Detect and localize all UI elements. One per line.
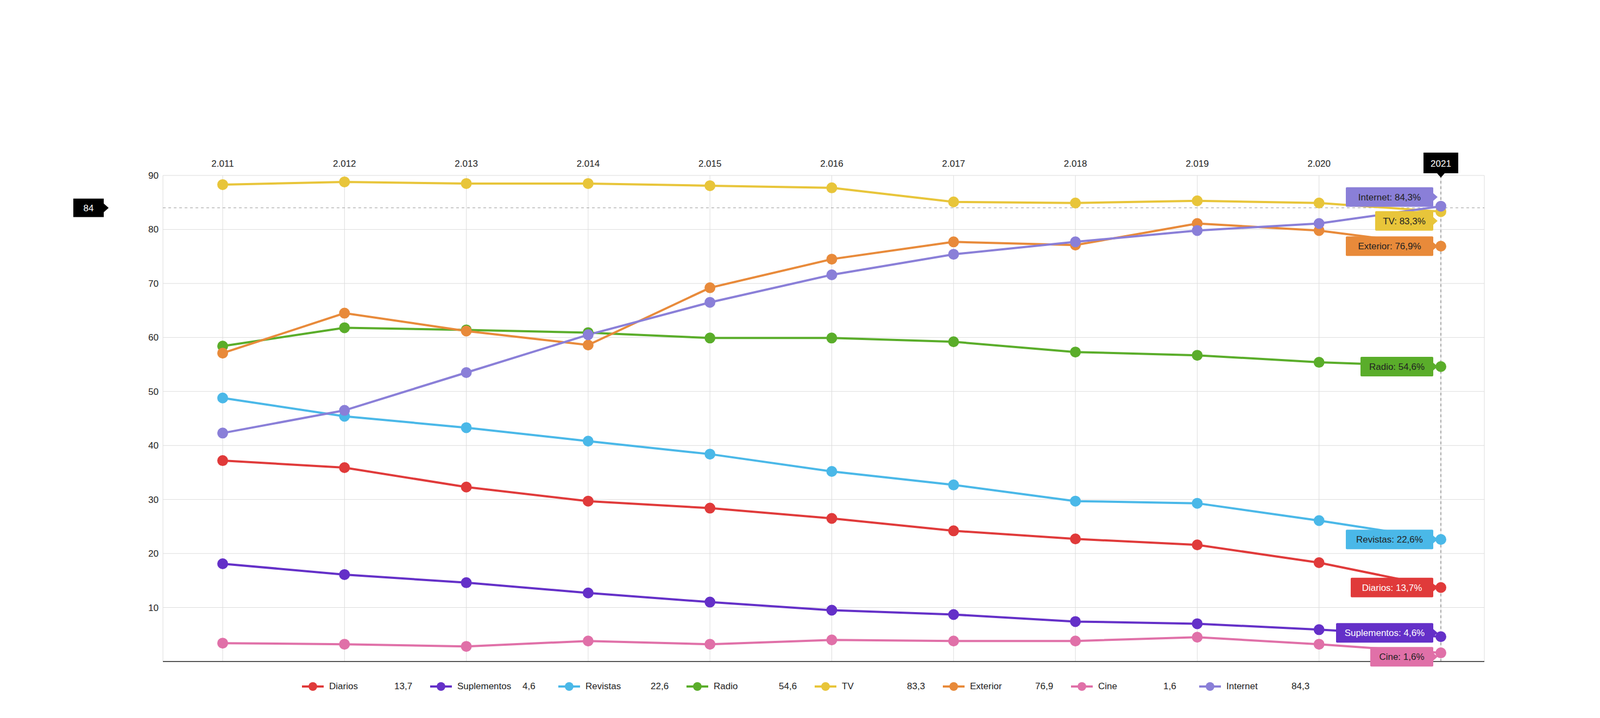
html-text:84,3: 84,3 xyxy=(1291,681,1310,692)
svg-text:2.011: 2.011 xyxy=(211,158,234,169)
svg-text:Suplementos: 4,6%: Suplementos: 4,6% xyxy=(1344,627,1425,639)
svg-text:50: 50 xyxy=(148,386,159,398)
svg-text:Revistas: 22,6%: Revistas: 22,6% xyxy=(1356,534,1423,545)
svg-text:Exterior: 76,9%: Exterior: 76,9% xyxy=(1357,241,1421,252)
html-text:83,3: 83,3 xyxy=(906,681,925,692)
svg-text:2.019: 2.019 xyxy=(1185,158,1209,169)
svg-text:2.016: 2.016 xyxy=(820,158,844,169)
html-text:Suplementos: Suplementos xyxy=(457,681,512,692)
svg-text:70: 70 xyxy=(148,278,159,289)
html-text:22,6: 22,6 xyxy=(650,681,669,692)
svg-text:2.014: 2.014 xyxy=(576,158,601,169)
html-text:Exterior: Exterior xyxy=(969,681,1002,692)
html-text:4,6: 4,6 xyxy=(522,681,536,692)
html-text:Cine: Cine xyxy=(1098,681,1118,692)
html-text:13,7: 13,7 xyxy=(394,681,413,692)
svg-text:40: 40 xyxy=(148,440,159,451)
svg-text:Internet: 84,3%: Internet: 84,3% xyxy=(1358,192,1421,203)
svg-text:80: 80 xyxy=(148,224,159,235)
html-text:54,6: 54,6 xyxy=(778,681,797,692)
svg-text:Cine: 1,6%: Cine: 1,6% xyxy=(1378,651,1425,663)
svg-text:2.012: 2.012 xyxy=(332,158,357,169)
html-text:Internet: Internet xyxy=(1226,681,1258,692)
svg-text:20: 20 xyxy=(148,548,159,559)
svg-text:10: 10 xyxy=(148,602,159,614)
html-text:1,6: 1,6 xyxy=(1163,681,1177,692)
svg-text:2.013: 2.013 xyxy=(454,158,478,169)
html-text:76,9: 76,9 xyxy=(1035,681,1054,692)
svg-text:Diarios: 13,7%: Diarios: 13,7% xyxy=(1362,582,1423,594)
svg-text:90: 90 xyxy=(148,170,159,181)
svg-text:Radio: 54,6%: Radio: 54,6% xyxy=(1369,361,1425,373)
svg-text:30: 30 xyxy=(148,494,159,506)
svg-text:TV: 83,3%: TV: 83,3% xyxy=(1382,216,1426,227)
svg-text:2.017: 2.017 xyxy=(942,158,966,169)
html-text:Diarios: Diarios xyxy=(329,681,358,692)
svg-text:2021: 2021 xyxy=(1430,158,1452,169)
html-text:TV: TV xyxy=(841,681,854,692)
svg-text:2.015: 2.015 xyxy=(698,158,722,169)
html-text:Revistas: Revistas xyxy=(585,681,621,692)
svg-text:84: 84 xyxy=(83,203,94,214)
html-text:Radio: Radio xyxy=(713,681,738,692)
svg-text:2.020: 2.020 xyxy=(1307,158,1331,169)
svg-text:60: 60 xyxy=(148,332,159,343)
svg-text:2.018: 2.018 xyxy=(1063,158,1088,169)
